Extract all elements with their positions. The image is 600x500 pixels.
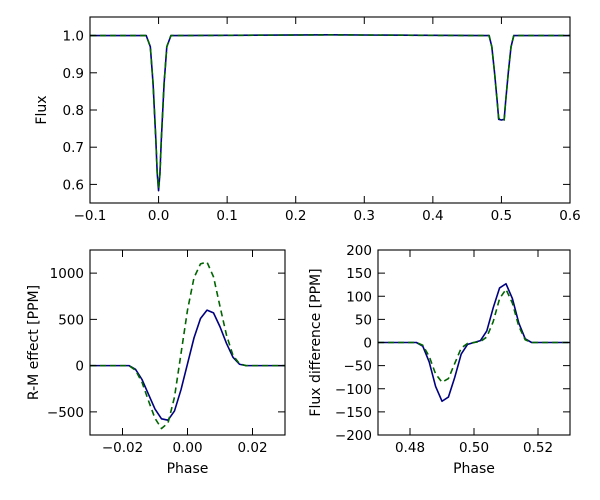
x-tick-label: 0.5 xyxy=(491,208,512,224)
series-line-dashed xyxy=(378,288,570,384)
y-tick-label: 0 xyxy=(363,336,372,352)
series-group xyxy=(90,34,570,192)
x-tick-label: 0.52 xyxy=(523,440,553,456)
x-tick-label: 0.02 xyxy=(237,440,267,456)
y-tick-label: 50 xyxy=(355,312,372,328)
y-tick-label: −150 xyxy=(335,405,372,421)
flux-difference-panel: 0.48 0.50 0.52 −200 −150 −100 −50 0 50 100 150 200 P… xyxy=(308,243,571,477)
rm-effect-panel: −0.02 0.00 0.02 −500 0 500 1000 Phase R-M effect… xyxy=(26,249,286,477)
x-tick-label: 0.0 xyxy=(148,208,169,224)
y-tick-label: −500 xyxy=(47,405,84,421)
y-tick-label: 1.0 xyxy=(63,29,84,45)
y-tick-label: 100 xyxy=(346,289,372,305)
y-tick-label: −200 xyxy=(335,428,372,444)
x-tick-label: 0.1 xyxy=(216,208,237,224)
x-tick-label: 0.2 xyxy=(285,208,306,224)
series-group xyxy=(378,282,570,403)
y-axis-label: R-M effect [PPM] xyxy=(26,285,42,400)
x-tick-label: 0.3 xyxy=(354,208,375,224)
x-axis-label: Phase xyxy=(167,461,209,477)
y-tick-label: 0.7 xyxy=(63,140,84,156)
x-tick-label: 0.48 xyxy=(395,440,425,456)
y-tick-label: −50 xyxy=(344,359,373,375)
x-tick-label: 0.50 xyxy=(459,440,489,456)
light-curve-panel: −0.1 0.0 0.1 0.2 0.3 0.4 0.5 0.6 0.6 0.7 0.8 0.9 1.0… xyxy=(34,16,581,224)
y-tick-label: −100 xyxy=(335,382,372,398)
x-axis-label: Phase xyxy=(453,461,495,477)
series-group xyxy=(90,261,285,430)
y-tick-label: 0.6 xyxy=(63,177,84,193)
x-tick-label: 0.4 xyxy=(422,208,443,224)
y-tick-label: 0.9 xyxy=(63,66,84,82)
y-tick-label: 1000 xyxy=(50,266,84,282)
series-line-dashed xyxy=(90,261,285,430)
x-tick-label: 0.00 xyxy=(172,440,202,456)
x-tick-label: 0.6 xyxy=(559,208,580,224)
x-tick-label: −0.02 xyxy=(102,440,143,456)
series-line-dashed xyxy=(90,34,570,189)
y-tick-label: 0 xyxy=(75,359,84,375)
y-axis-label: Flux xyxy=(34,95,50,124)
axes-frame xyxy=(89,249,286,436)
y-tick-label: 150 xyxy=(346,266,372,282)
series-line-solid xyxy=(90,309,285,422)
y-tick-label: 0.8 xyxy=(63,103,84,119)
y-tick-label: 200 xyxy=(346,243,372,259)
y-axis-label: Flux difference [PPM] xyxy=(308,268,324,416)
x-tick-label: −0.1 xyxy=(74,208,107,224)
y-tick-label: 500 xyxy=(58,312,84,328)
